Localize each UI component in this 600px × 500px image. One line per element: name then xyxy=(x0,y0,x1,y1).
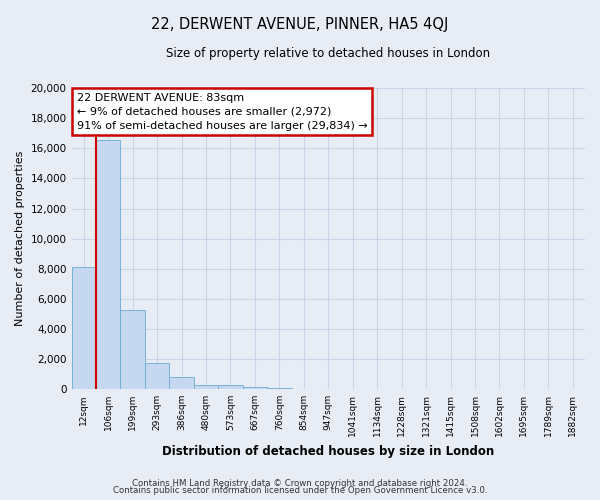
Bar xyxy=(145,363,169,389)
X-axis label: Distribution of detached houses by size in London: Distribution of detached houses by size … xyxy=(162,444,494,458)
Bar xyxy=(169,378,194,389)
Y-axis label: Number of detached properties: Number of detached properties xyxy=(15,151,25,326)
Bar xyxy=(267,388,292,389)
Text: 22 DERWENT AVENUE: 83sqm
← 9% of detached houses are smaller (2,972)
91% of semi: 22 DERWENT AVENUE: 83sqm ← 9% of detache… xyxy=(77,92,367,130)
Bar xyxy=(194,384,218,389)
Bar xyxy=(71,267,96,389)
Bar xyxy=(96,140,121,389)
Text: 22, DERWENT AVENUE, PINNER, HA5 4QJ: 22, DERWENT AVENUE, PINNER, HA5 4QJ xyxy=(151,18,449,32)
Title: Size of property relative to detached houses in London: Size of property relative to detached ho… xyxy=(166,48,490,60)
Bar xyxy=(242,387,267,389)
Text: Contains public sector information licensed under the Open Government Licence v3: Contains public sector information licen… xyxy=(113,486,487,495)
Text: Contains HM Land Registry data © Crown copyright and database right 2024.: Contains HM Land Registry data © Crown c… xyxy=(132,478,468,488)
Bar xyxy=(121,310,145,389)
Bar xyxy=(218,385,242,389)
